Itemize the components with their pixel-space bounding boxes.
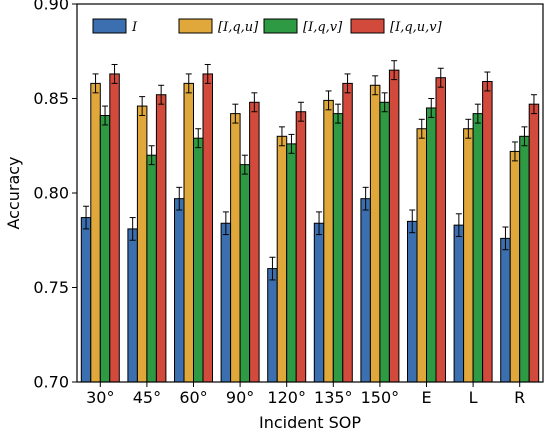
legend-label-3: [I,q,u,v]: [390, 20, 443, 35]
y-tick-label-0: 0.70: [33, 373, 69, 392]
bar-series-3-cat-9: [528, 103, 540, 383]
bars-layer: [80, 60, 540, 383]
bar-series-3-cat-1: [155, 94, 167, 383]
bar-series-3-cat-6: [388, 69, 400, 383]
bar-series-2-cat-1: [146, 154, 157, 383]
bar-series-2-cat-5: [332, 113, 344, 383]
y-tick-label-3: 0.85: [33, 89, 69, 108]
x-tick-label-7: E: [421, 388, 431, 407]
x-axis-label: Incident SOP: [259, 413, 361, 432]
bar-series-1-cat-7: [416, 128, 427, 383]
bar-series-1-cat-3: [230, 113, 241, 383]
bar-series-1-cat-4: [276, 135, 288, 383]
bar-series-2-cat-2: [193, 137, 204, 383]
bar-series-3-cat-0: [109, 73, 120, 383]
bar-series-3-cat-8: [482, 80, 493, 383]
bar-series-0-cat-6: [360, 198, 371, 383]
y-axis: 0.70 0.75 0.80 0.85 0.90: [33, 0, 77, 392]
bar-series-1-cat-8: [463, 128, 474, 383]
bar-series-0-cat-5: [313, 222, 325, 383]
bar-series-2-cat-4: [286, 143, 297, 383]
x-tick-label-0: 30°: [86, 388, 114, 407]
legend: I [I,q,u] [I,q,v] [I,q,u,v]: [92, 18, 443, 35]
bar-series-2-cat-8: [472, 113, 484, 383]
bar-series-0-cat-4: [267, 268, 278, 383]
bar-series-0-cat-8: [453, 224, 465, 383]
bar-series-3-cat-2: [202, 73, 213, 383]
legend-swatch-3: [350, 18, 385, 34]
bar-series-2-cat-9: [519, 135, 530, 383]
x-tick-label-6: 150°: [361, 388, 400, 407]
legend-label-1: [I,q,u]: [218, 20, 259, 35]
bar-series-2-cat-6: [379, 101, 390, 383]
legend-swatch-1: [178, 18, 213, 34]
bar-series-1-cat-5: [323, 99, 334, 383]
x-tick-label-2: 60°: [179, 388, 207, 407]
x-axis: 30° 45° 60° 90° 120° 135° 150° E L R: [86, 382, 525, 407]
bar-series-0-cat-1: [127, 228, 138, 383]
x-tick-label-8: L: [469, 388, 478, 407]
bar-series-3-cat-3: [249, 101, 260, 383]
bar-series-1-cat-6: [369, 84, 381, 383]
bar-series-0-cat-2: [174, 198, 185, 383]
bar-series-1-cat-9: [509, 150, 521, 383]
bar-series-0-cat-3: [220, 222, 232, 383]
bar-series-0-cat-9: [500, 237, 511, 383]
bar-series-3-cat-7: [435, 77, 446, 383]
bar-series-3-cat-4: [295, 111, 307, 383]
x-tick-label-4: 120°: [267, 388, 306, 407]
bar-series-2-cat-3: [239, 164, 251, 383]
legend-swatch-2: [263, 18, 298, 34]
y-tick-label-2: 0.80: [33, 184, 69, 203]
legend-label-2: [I,q,v]: [303, 20, 343, 35]
bar-series-0-cat-0: [80, 217, 92, 383]
bar-series-0-cat-7: [407, 220, 418, 383]
x-tick-label-9: R: [514, 388, 525, 407]
bar-series-1-cat-2: [183, 82, 194, 383]
bar-series-1-cat-1: [136, 105, 148, 383]
x-tick-label-5: 135°: [314, 388, 353, 407]
bar-series-2-cat-7: [426, 107, 437, 383]
bar-series-3-cat-5: [342, 82, 353, 383]
x-tick-label-3: 90°: [226, 388, 254, 407]
bar-series-1-cat-0: [90, 82, 101, 383]
bar-series-2-cat-0: [99, 115, 111, 383]
y-axis-label: Accuracy: [4, 156, 23, 229]
y-tick-label-4: 0.90: [33, 0, 69, 14]
legend-label-0: I: [131, 20, 138, 35]
legend-swatch-0: [92, 18, 127, 34]
x-tick-label-1: 45°: [133, 388, 161, 407]
y-tick-label-1: 0.75: [33, 278, 69, 297]
